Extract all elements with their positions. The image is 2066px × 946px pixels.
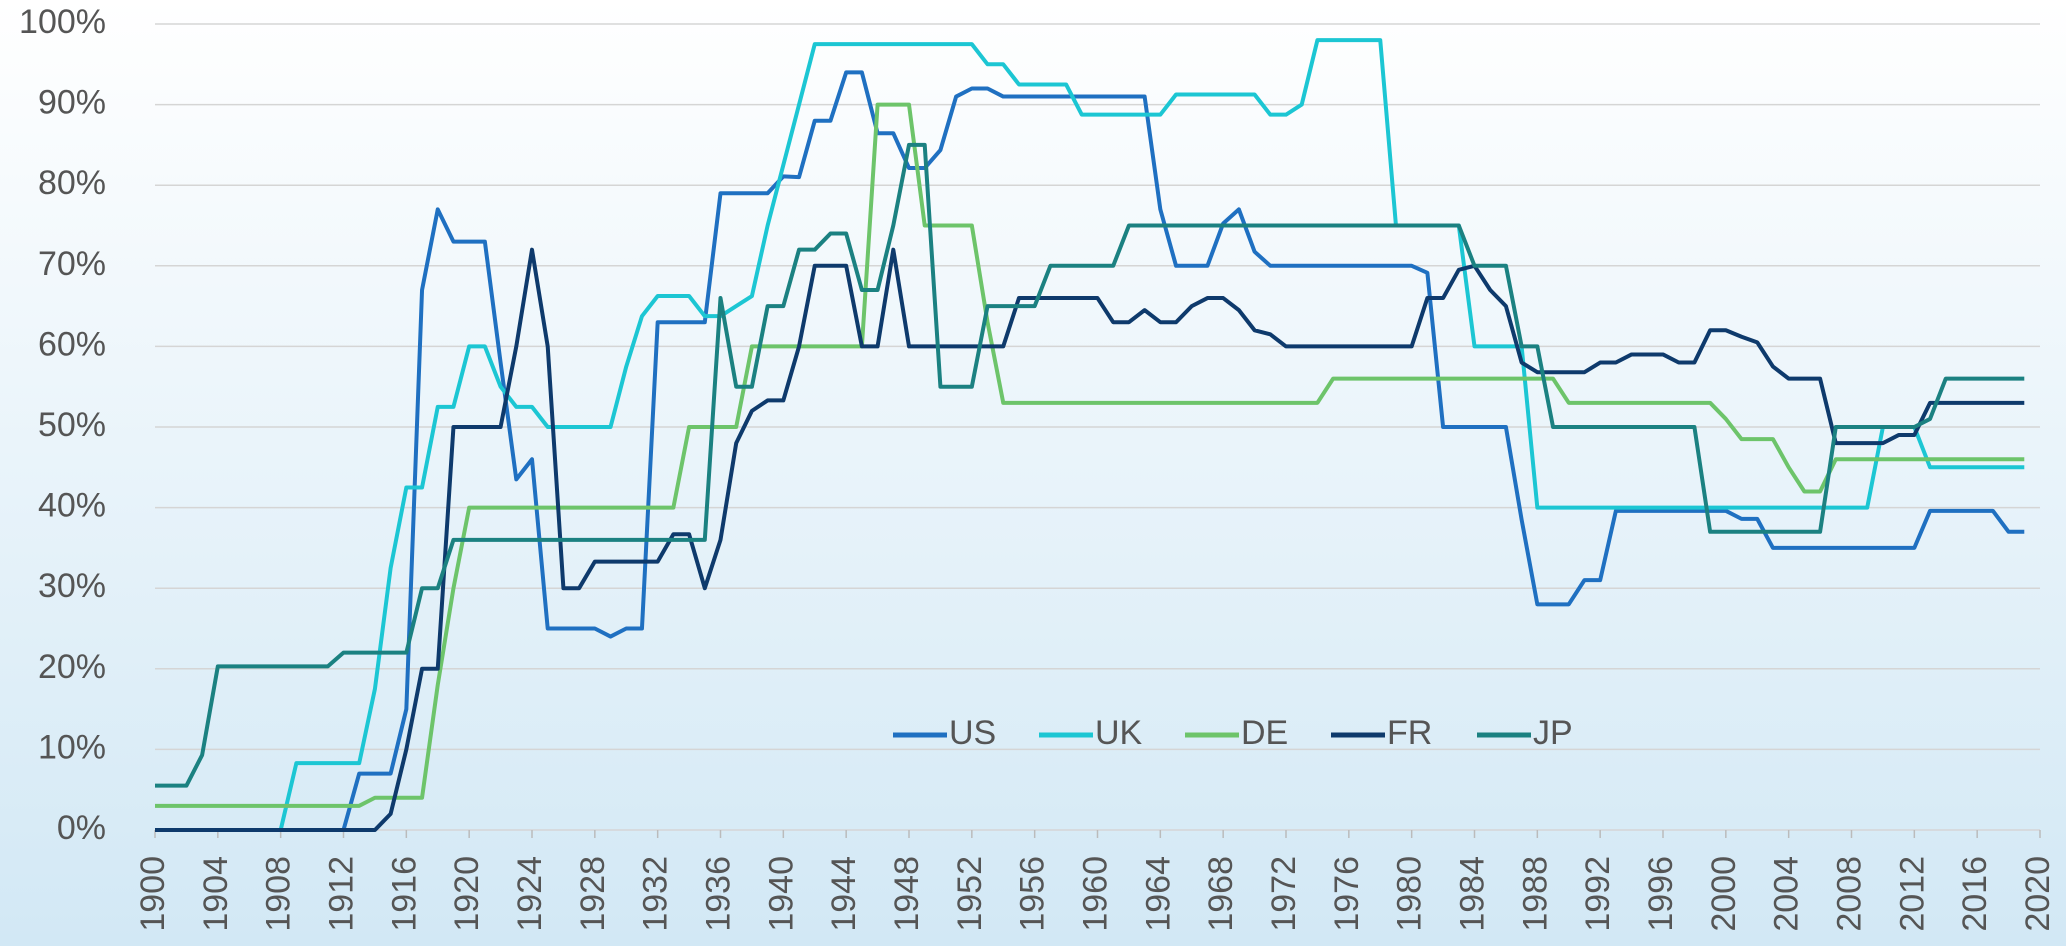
legend-label: UK [1095, 714, 1143, 752]
legend-label: US [949, 714, 996, 752]
y-tick-label: 0% [57, 809, 106, 847]
x-tick-label: 1936 [699, 856, 737, 932]
x-tick-label: 2008 [1830, 856, 1868, 932]
x-tick-label: 1988 [1516, 856, 1554, 932]
x-tick-label: 1908 [260, 856, 298, 932]
x-tick-label: 2012 [1893, 856, 1931, 932]
x-tick-label: 2016 [1956, 856, 1994, 932]
x-tick-label: 1996 [1642, 856, 1680, 932]
x-tick-label: 1968 [1202, 856, 1240, 932]
x-tick-label: 1956 [1014, 856, 1052, 932]
y-tick-label: 100% [19, 3, 106, 41]
legend-label: FR [1387, 714, 1432, 752]
y-tick-label: 30% [38, 567, 106, 605]
y-tick-label: 90% [38, 84, 106, 122]
x-tick-label: 2020 [2019, 856, 2057, 932]
x-tick-label: 1920 [448, 856, 486, 932]
y-tick-label: 40% [38, 487, 106, 525]
x-tick-label: 1992 [1579, 856, 1617, 932]
series-line [155, 38, 2025, 832]
x-tick-label: 2000 [1705, 856, 1743, 932]
series-line [155, 70, 2025, 832]
x-tick-label: 1900 [134, 856, 172, 932]
series-line [155, 102, 2025, 808]
x-tick-label: 1932 [637, 856, 675, 932]
x-tick-label: 1984 [1453, 856, 1491, 932]
x-tick-label: 1948 [888, 856, 926, 932]
x-tick-label: 1944 [825, 856, 863, 932]
x-tick-label: 1964 [1139, 856, 1177, 932]
x-tick-label: 1980 [1391, 856, 1429, 932]
x-tick-label: 2004 [1768, 856, 1806, 932]
y-tick-label: 10% [38, 728, 106, 766]
y-tick-label: 70% [38, 245, 106, 283]
x-tick-label: 1928 [574, 856, 612, 932]
legend-label: DE [1241, 714, 1288, 752]
x-tick-label: 1940 [762, 856, 800, 932]
legend-label: JP [1533, 714, 1573, 752]
x-tick-label: 1924 [511, 856, 549, 932]
x-tick-label: 1904 [197, 856, 235, 932]
y-tick-label: 50% [38, 406, 106, 444]
series-line [155, 142, 2025, 788]
series-line [155, 247, 2025, 832]
y-tick-label: 80% [38, 164, 106, 202]
x-tick-label: 1952 [951, 856, 989, 932]
x-tick-label: 1960 [1076, 856, 1114, 932]
y-tick-label: 60% [38, 325, 106, 363]
x-tick-label: 1976 [1328, 856, 1366, 932]
x-tick-label: 1916 [385, 856, 423, 932]
y-tick-label: 20% [38, 648, 106, 686]
x-tick-label: 1912 [322, 856, 360, 932]
x-tick-label: 1972 [1265, 856, 1303, 932]
